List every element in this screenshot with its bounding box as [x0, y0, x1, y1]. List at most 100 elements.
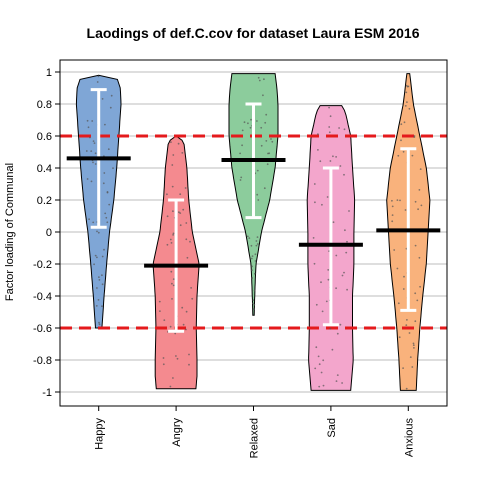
data-point: [162, 363, 165, 366]
data-point: [320, 281, 322, 284]
y-tick-label: 0.6: [37, 131, 52, 143]
data-point: [181, 306, 184, 309]
data-point: [396, 199, 399, 202]
data-point: [189, 240, 191, 243]
data-point: [253, 272, 256, 275]
data-point: [335, 287, 337, 290]
data-point: [335, 380, 338, 382]
data-point: [169, 238, 172, 241]
data-point: [96, 256, 98, 259]
data-point: [171, 298, 173, 300]
data-point: [182, 323, 185, 326]
data-point: [263, 78, 265, 81]
data-point: [341, 274, 344, 277]
data-point: [251, 265, 253, 268]
data-point: [94, 163, 97, 165]
data-point: [404, 209, 407, 211]
data-point: [188, 363, 190, 366]
data-point: [252, 302, 254, 305]
data-point: [98, 276, 100, 278]
data-point: [418, 189, 421, 191]
data-point: [93, 263, 95, 266]
data-point: [402, 288, 405, 290]
data-point: [257, 199, 260, 201]
data-point: [185, 310, 188, 313]
y-tick-label: -0.8: [33, 355, 52, 367]
data-point: [170, 242, 173, 244]
data-point: [170, 270, 173, 273]
y-tick-label: -1: [42, 387, 52, 399]
data-point: [96, 81, 99, 83]
data-point: [251, 269, 253, 271]
data-point: [391, 205, 394, 208]
data-point: [327, 269, 330, 271]
x-tick-label-relaxed: Relaxed: [249, 418, 261, 458]
y-tick-label: -0.4: [33, 291, 52, 303]
data-point: [343, 173, 345, 176]
data-point: [413, 347, 415, 349]
data-point: [265, 140, 268, 142]
data-point: [190, 287, 193, 289]
data-point: [322, 359, 325, 362]
data-point: [171, 282, 173, 285]
data-point: [241, 144, 244, 147]
data-point: [250, 244, 253, 247]
x-tick-label-angry: Angry: [171, 418, 183, 447]
data-point: [329, 160, 332, 162]
data-point: [407, 85, 410, 88]
data-point: [414, 292, 417, 295]
data-point: [254, 253, 257, 256]
data-point: [271, 140, 274, 143]
data-point: [314, 367, 317, 370]
data-point: [166, 215, 169, 218]
data-point: [315, 303, 318, 306]
data-point: [317, 133, 319, 136]
data-point: [98, 321, 100, 324]
data-point: [95, 305, 98, 307]
data-point: [398, 336, 401, 339]
data-point: [413, 135, 416, 137]
data-point: [158, 300, 161, 303]
data-point: [256, 169, 259, 172]
data-point: [102, 182, 105, 185]
chart-title: Laodings of def.C.cov for dataset Laura …: [87, 25, 420, 41]
data-point: [336, 332, 339, 335]
data-point: [249, 126, 252, 129]
data-point: [163, 319, 166, 321]
data-point: [108, 203, 111, 206]
data-point: [260, 126, 263, 129]
data-point: [402, 367, 404, 369]
data-point: [396, 267, 399, 270]
data-point: [104, 123, 106, 126]
data-point: [260, 144, 263, 147]
data-point: [315, 346, 318, 349]
data-point: [411, 366, 414, 368]
data-point: [403, 275, 405, 278]
data-point: [346, 288, 348, 291]
data-point: [97, 231, 100, 234]
data-point: [171, 185, 174, 188]
data-point: [94, 152, 97, 155]
data-point: [86, 178, 89, 180]
data-point: [414, 244, 417, 247]
data-point: [318, 385, 321, 388]
data-point: [329, 115, 332, 118]
data-point: [405, 91, 408, 94]
data-point: [331, 348, 334, 351]
data-point: [239, 152, 242, 155]
data-point: [101, 274, 103, 277]
data-point: [408, 332, 411, 334]
data-point: [178, 211, 180, 214]
y-tick-label: 0: [46, 227, 52, 239]
data-point: [253, 303, 256, 306]
data-point: [348, 210, 350, 212]
data-point: [335, 254, 338, 257]
data-point: [255, 244, 258, 247]
y-tick-label: 0.4: [37, 163, 52, 175]
data-point: [313, 183, 316, 185]
data-point: [400, 123, 403, 126]
data-point: [239, 179, 242, 181]
data-point: [172, 284, 175, 287]
data-point: [92, 221, 95, 224]
data-point: [251, 277, 254, 279]
